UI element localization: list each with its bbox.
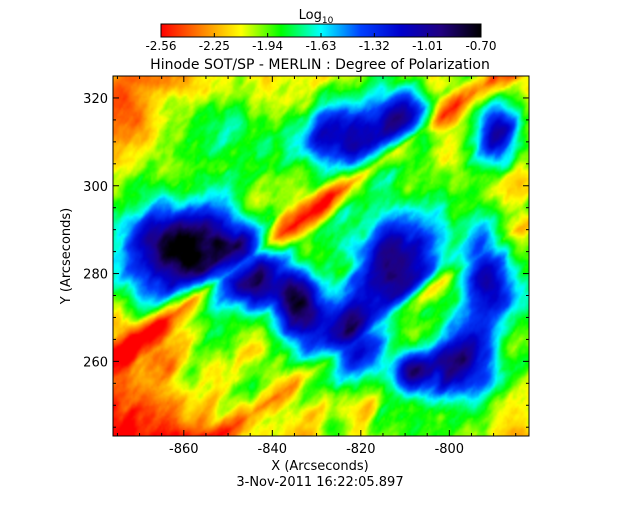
y-tick-label: 280 (83, 268, 108, 283)
colorbar-tick-label: -1.94 (252, 39, 283, 53)
x-tick-label: -820 (346, 442, 376, 457)
colorbar-title-base: Log (299, 8, 322, 23)
x-tick-label: -800 (435, 442, 465, 457)
y-tick-label: 260 (83, 355, 108, 370)
chart-title: Hinode SOT/SP - MERLIN : Degree of Polar… (150, 57, 490, 73)
x-tick-label: -860 (169, 442, 199, 457)
colorbar-tick-label: -1.63 (305, 39, 336, 53)
timestamp: 3-Nov-2011 16:22:05.897 (236, 475, 403, 490)
colorbar-tick-label: -2.56 (145, 39, 176, 53)
colorbar-title-subscript: 10 (322, 16, 334, 26)
y-tick-label: 300 (83, 180, 108, 195)
polarization-figure: Log10 -2.56 -2.25 -1.94 -1.63 -1.32 -1.01 -0.7… (59, 8, 530, 490)
x-tick-label: -840 (258, 442, 288, 457)
colorbar-tick-label: -0.70 (465, 39, 496, 53)
y-tick-label: 320 (83, 92, 108, 107)
plot-frame (112, 75, 530, 437)
y-axis-label: Y (Arcseconds) (59, 208, 74, 305)
colorbar-tick-label: -1.01 (412, 39, 443, 53)
y-axis-ticks: 260 280 300 320 (83, 75, 529, 428)
colorbar-title: Log10 (299, 8, 334, 26)
polarization-heatmap (113, 76, 529, 436)
colorbar-tick-label: -1.32 (359, 39, 390, 53)
x-axis-label: X (Arcseconds) (271, 459, 368, 474)
colorbar-ticks: -2.56 -2.25 -1.94 -1.63 -1.32 -1.01 -0.70 (145, 33, 497, 53)
x-axis-ticks: -860 -840 -820 -800 (116, 76, 517, 457)
colorbar-tick-label: -2.25 (199, 39, 230, 53)
